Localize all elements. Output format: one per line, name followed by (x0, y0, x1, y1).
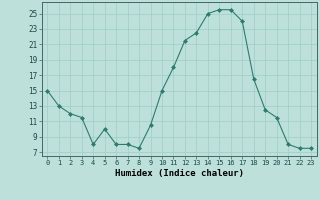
X-axis label: Humidex (Indice chaleur): Humidex (Indice chaleur) (115, 169, 244, 178)
